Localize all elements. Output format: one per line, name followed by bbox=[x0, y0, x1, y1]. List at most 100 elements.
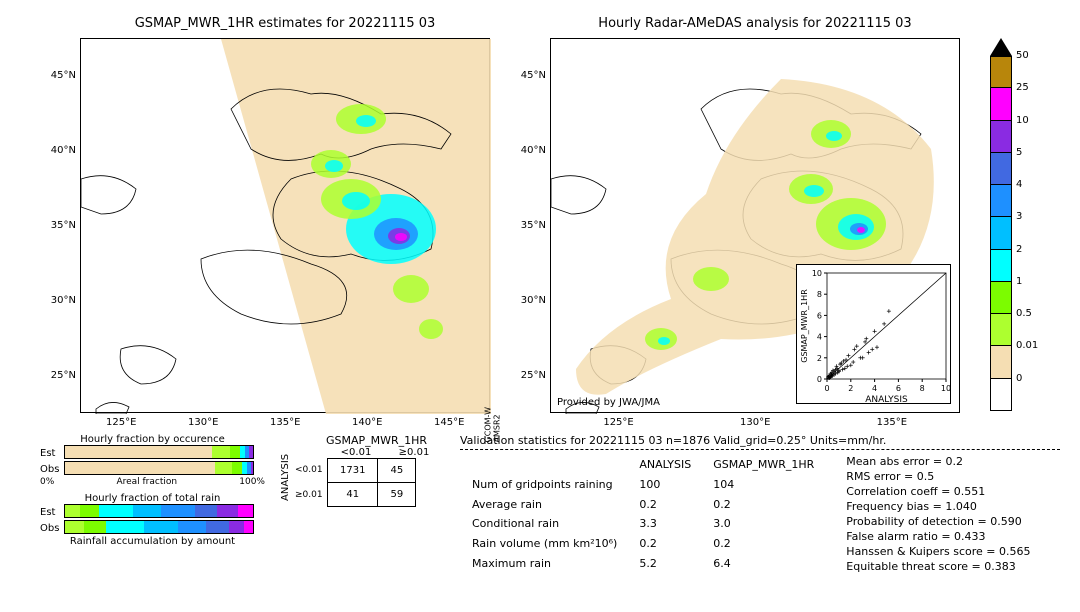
areal-mid: Areal fraction bbox=[116, 477, 177, 487]
areal-100: 100% bbox=[239, 477, 265, 487]
val-cell: 5.2 bbox=[629, 554, 701, 572]
bar-row-label: Est bbox=[40, 448, 64, 459]
y-tick: 35°N bbox=[36, 220, 76, 231]
bar-segment bbox=[230, 446, 239, 458]
metric-line: Probability of detection = 0.590 bbox=[846, 514, 1030, 529]
svg-text:GSMAP_MWR_1HR: GSMAP_MWR_1HR bbox=[800, 289, 809, 363]
x-tick: 135°E bbox=[270, 417, 300, 428]
svg-text:0: 0 bbox=[817, 375, 822, 384]
validation-title: Validation statistics for 20221115 03 n=… bbox=[460, 434, 1060, 450]
val-cell: 0.2 bbox=[703, 535, 824, 553]
bar-segment bbox=[206, 521, 229, 533]
val-cell: 100 bbox=[629, 476, 701, 494]
val-cell: Conditional rain bbox=[462, 515, 627, 533]
y-tick: 45°N bbox=[506, 70, 546, 81]
colorbar-tick: 0 bbox=[1016, 373, 1056, 384]
svg-text:10: 10 bbox=[812, 269, 822, 278]
bar-row bbox=[64, 445, 254, 459]
colorbar-segment bbox=[990, 346, 1012, 378]
colorbar-tick: 0.01 bbox=[1016, 340, 1056, 351]
val-cell: Maximum rain bbox=[462, 554, 627, 572]
x-tick: 140°E bbox=[352, 417, 382, 428]
occurence-bars: Hourly fraction by occurence EstObs 0% A… bbox=[40, 434, 265, 547]
y-tick: 40°N bbox=[506, 145, 546, 156]
left-map-title: GSMAP_MWR_1HR estimates for 20221115 03 bbox=[80, 16, 490, 31]
bar-row bbox=[64, 504, 254, 518]
colorbar-arrow-icon bbox=[990, 38, 1012, 56]
bar-segment bbox=[65, 505, 80, 517]
val-cell: Num of gridpoints raining bbox=[462, 476, 627, 494]
colorbar-tick: 5 bbox=[1016, 147, 1056, 158]
y-tick: 40°N bbox=[36, 145, 76, 156]
y-tick: 30°N bbox=[36, 295, 76, 306]
cont-11: 59 bbox=[378, 483, 416, 507]
val-cell: 3.3 bbox=[629, 515, 701, 533]
colorbar-segment bbox=[990, 153, 1012, 185]
left-map: GCOM-W AMSR2 bbox=[80, 38, 490, 413]
bar-segment bbox=[106, 521, 144, 533]
val-header bbox=[462, 456, 627, 474]
bar-segment bbox=[238, 505, 253, 517]
val-cell: 0.2 bbox=[629, 495, 701, 513]
metric-line: Frequency bias = 1.040 bbox=[846, 499, 1030, 514]
y-tick: 35°N bbox=[506, 220, 546, 231]
val-cell: 104 bbox=[703, 476, 824, 494]
colorbar-segment bbox=[990, 379, 1012, 411]
val-header: ANALYSIS bbox=[629, 456, 701, 474]
svg-text:4: 4 bbox=[872, 384, 877, 393]
bar-segment bbox=[195, 505, 218, 517]
colorbar: 502510543210.50.010 bbox=[990, 38, 1060, 413]
right-provider: Provided by JWA/JMA bbox=[557, 397, 660, 408]
contingency-table: GSMAP_MWR_1HR ANALYSIS <0.01 ≥0.01 <0.01… bbox=[280, 434, 443, 507]
occurence-title: Hourly fraction by occurence bbox=[40, 434, 265, 445]
svg-text:4: 4 bbox=[817, 333, 822, 342]
x-tick: 135°E bbox=[877, 417, 907, 428]
metric-line: RMS error = 0.5 bbox=[846, 469, 1030, 484]
colorbar-tick: 3 bbox=[1016, 211, 1056, 222]
cont-row-header: ANALYSIS bbox=[280, 447, 291, 507]
x-tick: 125°E bbox=[603, 417, 633, 428]
val-cell: 0.2 bbox=[629, 535, 701, 553]
scatter-plot: 00224466881010ANALYSISGSMAP_MWR_1HR bbox=[797, 265, 952, 405]
colorbar-tick: 1 bbox=[1016, 276, 1056, 287]
bar-segment bbox=[215, 462, 232, 474]
bar-segment bbox=[84, 521, 107, 533]
metric-line: Equitable threat score = 0.383 bbox=[846, 559, 1030, 574]
x-tick: 125°E bbox=[106, 417, 136, 428]
right-map-title: Hourly Radar-AMeDAS analysis for 2022111… bbox=[550, 16, 960, 31]
areal-0: 0% bbox=[40, 477, 54, 487]
bar-segment bbox=[99, 505, 133, 517]
svg-text:2: 2 bbox=[848, 384, 853, 393]
svg-text:0: 0 bbox=[824, 384, 829, 393]
colorbar-segment bbox=[990, 88, 1012, 120]
x-tick: 130°E bbox=[188, 417, 218, 428]
bar-segment bbox=[178, 521, 206, 533]
svg-text:8: 8 bbox=[920, 384, 925, 393]
bar-row bbox=[64, 520, 254, 534]
bar-segment bbox=[244, 521, 253, 533]
svg-text:2: 2 bbox=[817, 354, 822, 363]
val-cell: 0.2 bbox=[703, 495, 824, 513]
val-header: GSMAP_MWR_1HR bbox=[703, 456, 824, 474]
val-cell: Average rain bbox=[462, 495, 627, 513]
colorbar-segment bbox=[990, 56, 1012, 88]
bar-segment bbox=[65, 462, 215, 474]
cont-r1: ≥0.01 bbox=[295, 490, 327, 500]
metric-line: Hanssen & Kuipers score = 0.565 bbox=[846, 544, 1030, 559]
metric-line: Mean abs error = 0.2 bbox=[846, 454, 1030, 469]
bar-segment bbox=[212, 446, 231, 458]
validation-table: ANALYSISGSMAP_MWR_1HR Num of gridpoints r… bbox=[460, 454, 826, 574]
bar-segment bbox=[80, 505, 99, 517]
metric-line: Correlation coeff = 0.551 bbox=[846, 484, 1030, 499]
validation-stats: Validation statistics for 20221115 03 n=… bbox=[460, 434, 1060, 574]
cont-01: 45 bbox=[378, 459, 416, 483]
cont-00: 1731 bbox=[328, 459, 378, 483]
bar-row bbox=[64, 461, 254, 475]
colorbar-tick: 10 bbox=[1016, 115, 1056, 126]
colorbar-tick: 25 bbox=[1016, 82, 1056, 93]
cont-c0: <0.01 bbox=[327, 447, 385, 458]
x-tick: 130°E bbox=[740, 417, 770, 428]
val-cell: Rain volume (mm km²10⁶) bbox=[462, 535, 627, 553]
x-tick: 145°E bbox=[434, 417, 464, 428]
bar-segment bbox=[229, 521, 244, 533]
